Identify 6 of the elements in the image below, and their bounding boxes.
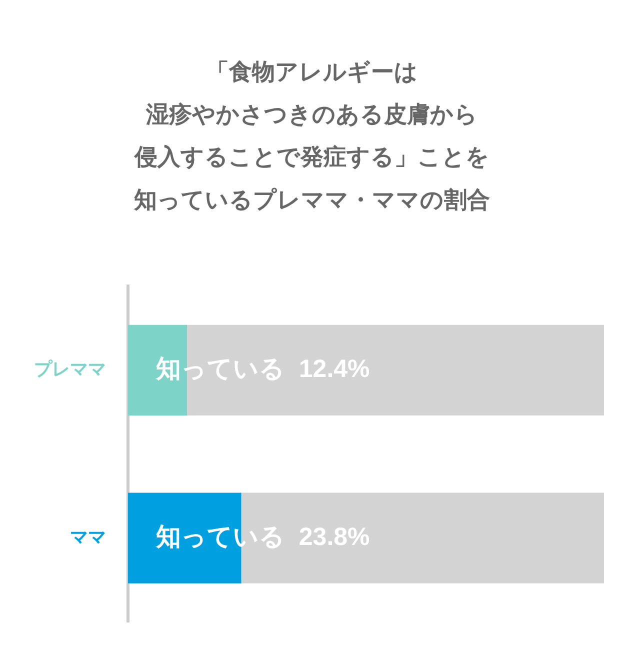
y-tick-label: プレママ bbox=[34, 359, 106, 380]
text: 「食物アレルギーは bbox=[206, 58, 418, 85]
text: 侵入することで発症する」ことを bbox=[134, 144, 490, 170]
y-tick-label: ママ bbox=[70, 527, 106, 548]
text: 知っているプレママ・ママの割合 bbox=[134, 186, 490, 212]
text: 湿疹やかさつきのある皮膚から bbox=[146, 101, 478, 128]
